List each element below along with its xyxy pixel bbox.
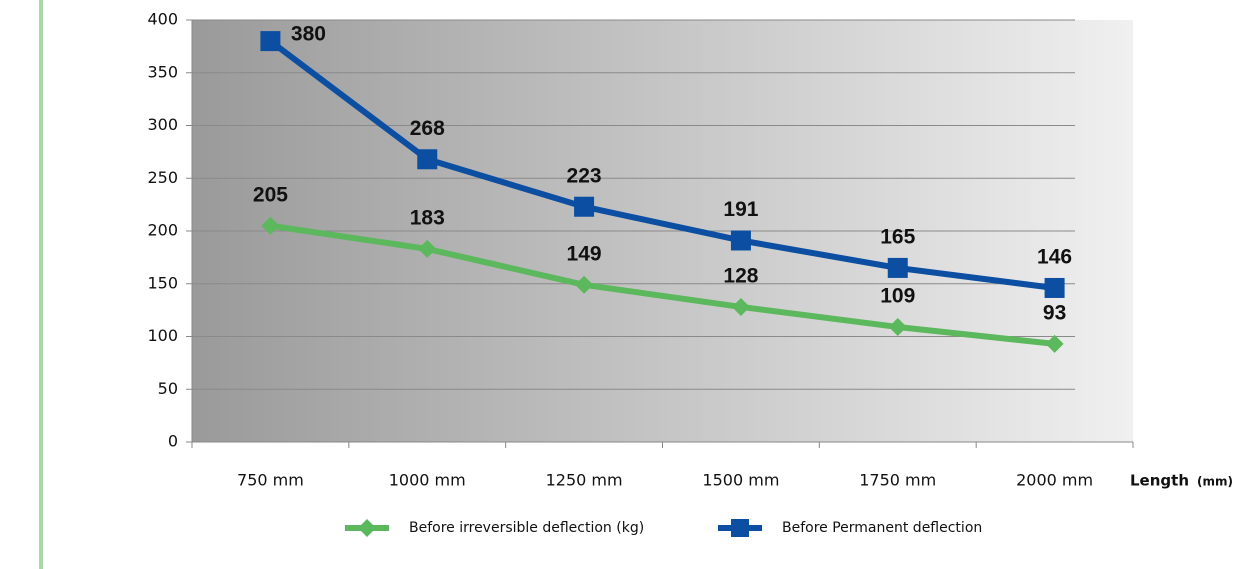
marker	[1044, 277, 1065, 298]
y-tick-label: 50	[158, 379, 178, 398]
marker	[417, 149, 438, 170]
marker	[731, 297, 750, 316]
x-axis-unit: (mm)	[1197, 475, 1233, 489]
x-tick-label: 2000 mm	[1016, 471, 1093, 490]
marker	[888, 318, 907, 337]
data-label: 205	[253, 183, 288, 206]
data-label: 128	[723, 265, 758, 288]
side-bar	[39, 0, 43, 569]
marker	[260, 31, 281, 52]
legend-label: Before irreversible deflection (kg)	[409, 520, 644, 536]
data-label: 93	[1043, 301, 1066, 324]
y-tick-label: 150	[147, 273, 178, 292]
marker	[1045, 334, 1064, 353]
x-tick-label: 1000 mm	[389, 471, 466, 490]
x-tick-label: 1500 mm	[702, 471, 779, 490]
data-label: 165	[880, 225, 915, 248]
marker	[261, 216, 280, 235]
data-label: 109	[880, 285, 915, 308]
y-tick-label: 0	[168, 432, 178, 451]
data-label: 380	[291, 23, 326, 46]
x-tick-label: 1250 mm	[546, 471, 623, 490]
y-tick-label: 350	[147, 62, 178, 81]
marker	[730, 230, 751, 251]
marker	[731, 519, 749, 537]
y-tick-label: 300	[147, 115, 178, 134]
data-label: 149	[567, 242, 602, 265]
data-label: 146	[1037, 246, 1072, 269]
marker	[887, 257, 908, 278]
data-label: 223	[567, 164, 602, 187]
y-tick-label: 250	[147, 168, 178, 187]
y-tick-label: 400	[147, 10, 178, 29]
y-tick-label: 100	[147, 326, 178, 345]
marker	[575, 275, 594, 294]
series-line	[268, 38, 1055, 291]
data-label: 191	[723, 198, 758, 221]
data-label: 268	[410, 117, 445, 140]
x-tick-label: 1750 mm	[859, 471, 936, 490]
marker	[358, 519, 376, 537]
y-tick-label: 200	[147, 221, 178, 240]
marker	[574, 196, 595, 217]
legend-label: Before Permanent deflection	[782, 520, 982, 536]
series-line	[269, 222, 1055, 347]
marker	[418, 239, 437, 258]
x-axis-label: Length	[1130, 472, 1189, 490]
x-tick-label: 750 mm	[237, 471, 304, 490]
data-label: 183	[410, 206, 445, 229]
